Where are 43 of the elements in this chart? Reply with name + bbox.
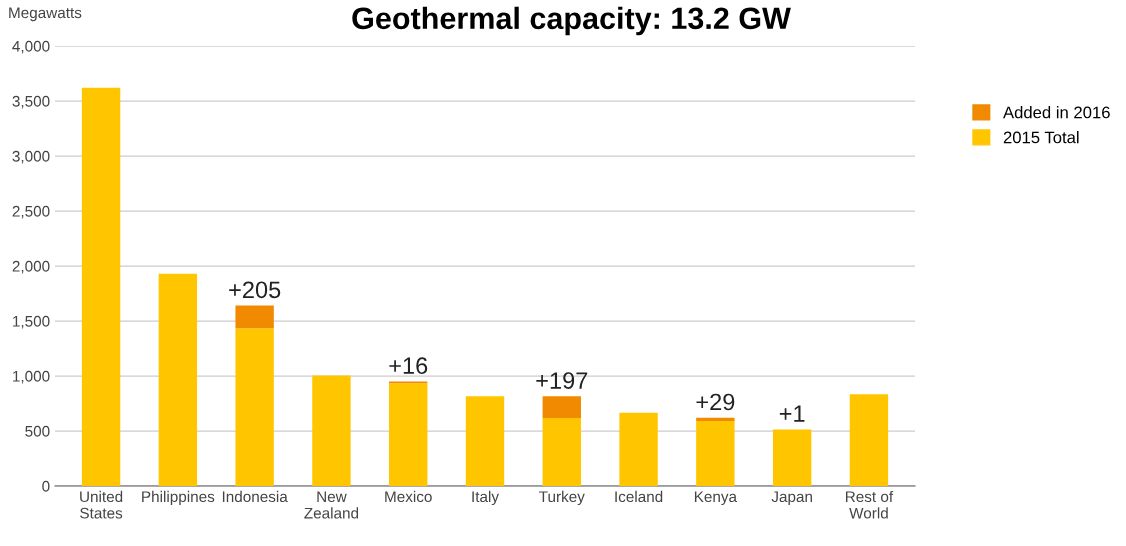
bar bbox=[465, 396, 505, 486]
y-tick-label: 1,000 bbox=[13, 370, 50, 384]
y-tick-label: 2,000 bbox=[12, 260, 50, 274]
x-tick-label: Italy bbox=[472, 490, 499, 506]
x-tick-label: Japan bbox=[771, 491, 812, 506]
y-tick-label: 4,000 bbox=[12, 40, 50, 54]
bar bbox=[696, 417, 735, 421]
x-tick-label: Turkey bbox=[539, 490, 585, 506]
bar bbox=[849, 394, 889, 486]
bar bbox=[542, 418, 581, 486]
y-tick-label: 3,500 bbox=[12, 95, 50, 109]
data-label: +29 bbox=[696, 393, 735, 411]
x-tick-label: Indonesia bbox=[222, 490, 288, 503]
x-tick-label: Philippines bbox=[142, 490, 215, 506]
y-tick-label: 3,000 bbox=[12, 150, 50, 164]
x-tick-label: Mexico bbox=[385, 490, 432, 503]
data-label: +16 bbox=[389, 357, 428, 375]
bar bbox=[235, 328, 274, 486]
data-label: +197 bbox=[536, 372, 588, 389]
x-tick-label: Rest of World bbox=[845, 490, 894, 519]
chart-title: Geothermal capacity: 13.2 GW bbox=[352, 6, 791, 36]
x-tick-label: Kenya bbox=[694, 491, 738, 506]
legend-label: 2015 Total bbox=[1003, 131, 1079, 144]
bar bbox=[696, 420, 735, 486]
bar bbox=[772, 429, 812, 486]
data-label: +205 bbox=[229, 281, 281, 299]
bar bbox=[389, 383, 428, 486]
y-tick-label: 0 bbox=[42, 480, 50, 492]
data-label: +1 bbox=[779, 405, 805, 422]
legend-label: Added in 2016 bbox=[1003, 106, 1110, 119]
bar bbox=[619, 412, 658, 486]
bar bbox=[235, 305, 274, 329]
bar bbox=[81, 87, 121, 486]
y-tick-label: 2,500 bbox=[12, 205, 50, 219]
y-tick-label: 1,500 bbox=[13, 315, 50, 329]
x-tick-label: New Zealand bbox=[304, 491, 359, 519]
bar bbox=[542, 396, 581, 419]
x-tick-label: United States bbox=[80, 490, 123, 519]
bar bbox=[158, 273, 198, 486]
y-axis-title: Megawatts bbox=[9, 7, 82, 22]
y-tick-label: 500 bbox=[25, 425, 50, 437]
x-tick-label: Iceland bbox=[615, 490, 663, 503]
bar bbox=[312, 375, 351, 486]
